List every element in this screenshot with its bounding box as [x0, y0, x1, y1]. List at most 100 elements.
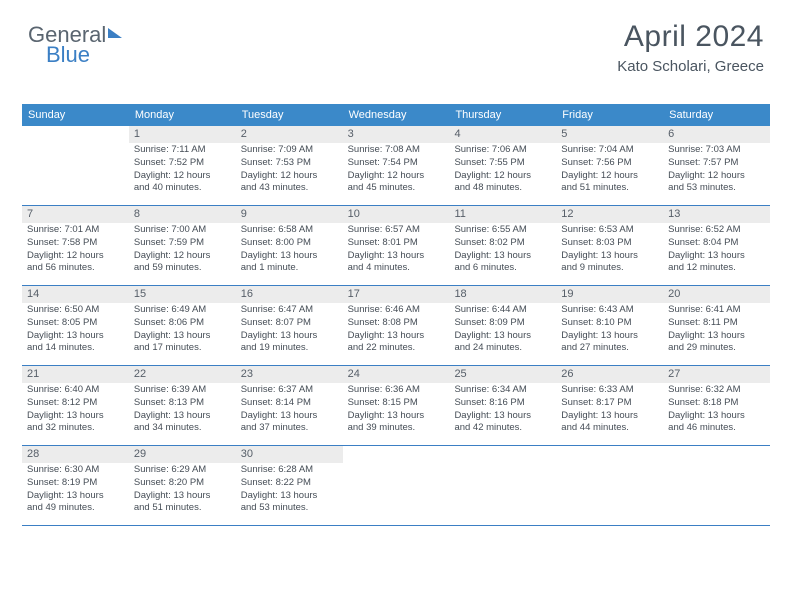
sunset-text: Sunset: 8:03 PM [560, 237, 659, 250]
calendar-day-cell: Sunrise: 6:49 AMSunset: 8:06 PMDaylight:… [129, 303, 236, 365]
calendar: Sunday Monday Tuesday Wednesday Thursday… [22, 104, 770, 526]
calendar-day-cell: Sunrise: 6:43 AMSunset: 8:10 PMDaylight:… [556, 303, 663, 365]
calendar-daynum-cell: 27 [663, 366, 770, 383]
daylight-line2: and 14 minutes. [26, 342, 125, 355]
calendar-blank-cell [663, 463, 770, 525]
daylight-line1: Daylight: 12 hours [133, 170, 232, 183]
calendar-day-cell: Sunrise: 7:04 AMSunset: 7:56 PMDaylight:… [556, 143, 663, 205]
sunset-text: Sunset: 8:14 PM [240, 397, 339, 410]
logo-word2: Blue [46, 44, 122, 66]
calendar-daynum-cell: 4 [449, 126, 556, 143]
calendar-day-cell: Sunrise: 6:47 AMSunset: 8:07 PMDaylight:… [236, 303, 343, 365]
day-number: 11 [453, 208, 552, 220]
sunset-text: Sunset: 7:59 PM [133, 237, 232, 250]
calendar-day-cell: Sunrise: 6:58 AMSunset: 8:00 PMDaylight:… [236, 223, 343, 285]
daylight-line1: Daylight: 13 hours [133, 410, 232, 423]
calendar-blank-cell [343, 446, 450, 463]
daylight-line2: and 48 minutes. [453, 182, 552, 195]
sunrise-text: Sunrise: 7:11 AM [133, 144, 232, 157]
daylight-line2: and 29 minutes. [667, 342, 766, 355]
daylight-line1: Daylight: 13 hours [347, 410, 446, 423]
sunrise-text: Sunrise: 6:47 AM [240, 304, 339, 317]
sunset-text: Sunset: 8:10 PM [560, 317, 659, 330]
sunset-text: Sunset: 7:52 PM [133, 157, 232, 170]
calendar-daynum-cell: 16 [236, 286, 343, 303]
weekday-header: Tuesday [236, 104, 343, 126]
calendar-daynum-cell: 1 [129, 126, 236, 143]
daylight-line2: and 34 minutes. [133, 422, 232, 435]
calendar-day-cell: Sunrise: 6:32 AMSunset: 8:18 PMDaylight:… [663, 383, 770, 445]
calendar-day-cell: Sunrise: 7:09 AMSunset: 7:53 PMDaylight:… [236, 143, 343, 205]
location-label: Kato Scholari, Greece [617, 58, 764, 75]
daylight-line1: Daylight: 13 hours [453, 330, 552, 343]
daylight-line2: and 40 minutes. [133, 182, 232, 195]
day-number: 6 [667, 128, 766, 140]
sunrise-text: Sunrise: 6:57 AM [347, 224, 446, 237]
calendar-daynum-cell: 22 [129, 366, 236, 383]
sunset-text: Sunset: 8:20 PM [133, 477, 232, 490]
calendar-day-cell: Sunrise: 6:44 AMSunset: 8:09 PMDaylight:… [449, 303, 556, 365]
logo-triangle-icon [108, 28, 122, 38]
calendar-day-cell: Sunrise: 6:40 AMSunset: 8:12 PMDaylight:… [22, 383, 129, 445]
sunrise-text: Sunrise: 6:29 AM [133, 464, 232, 477]
weekday-header: Sunday [22, 104, 129, 126]
day-number: 5 [560, 128, 659, 140]
daylight-line1: Daylight: 13 hours [453, 410, 552, 423]
daylight-line1: Daylight: 13 hours [453, 250, 552, 263]
day-number: 12 [560, 208, 659, 220]
sunset-text: Sunset: 8:05 PM [26, 317, 125, 330]
calendar-day-cell: Sunrise: 6:28 AMSunset: 8:22 PMDaylight:… [236, 463, 343, 525]
daylight-line2: and 45 minutes. [347, 182, 446, 195]
sunrise-text: Sunrise: 6:49 AM [133, 304, 232, 317]
daylight-line1: Daylight: 13 hours [240, 490, 339, 503]
calendar-header-row: Sunday Monday Tuesday Wednesday Thursday… [22, 104, 770, 126]
calendar-body: 123456Sunrise: 7:11 AMSunset: 7:52 PMDay… [22, 126, 770, 526]
daylight-line2: and 22 minutes. [347, 342, 446, 355]
calendar-blank-cell [556, 463, 663, 525]
day-number: 25 [453, 368, 552, 380]
day-number: 8 [133, 208, 232, 220]
calendar-blank-cell [556, 446, 663, 463]
day-number: 13 [667, 208, 766, 220]
calendar-week-row: Sunrise: 6:30 AMSunset: 8:19 PMDaylight:… [22, 463, 770, 526]
daylight-line1: Daylight: 13 hours [26, 490, 125, 503]
daylight-line2: and 49 minutes. [26, 502, 125, 515]
sunset-text: Sunset: 8:11 PM [667, 317, 766, 330]
sunset-text: Sunset: 8:00 PM [240, 237, 339, 250]
sunrise-text: Sunrise: 6:53 AM [560, 224, 659, 237]
day-number: 3 [347, 128, 446, 140]
day-number: 27 [667, 368, 766, 380]
calendar-daynum-cell: 10 [343, 206, 450, 223]
daylight-line1: Daylight: 12 hours [347, 170, 446, 183]
weekday-header: Wednesday [343, 104, 450, 126]
day-number: 29 [133, 448, 232, 460]
daylight-line1: Daylight: 13 hours [560, 330, 659, 343]
calendar-day-cell: Sunrise: 6:39 AMSunset: 8:13 PMDaylight:… [129, 383, 236, 445]
daylight-line2: and 37 minutes. [240, 422, 339, 435]
daylight-line1: Daylight: 13 hours [560, 410, 659, 423]
daylight-line1: Daylight: 13 hours [26, 330, 125, 343]
daylight-line1: Daylight: 12 hours [133, 250, 232, 263]
daylight-line1: Daylight: 13 hours [560, 250, 659, 263]
sunset-text: Sunset: 7:58 PM [26, 237, 125, 250]
sunrise-text: Sunrise: 7:08 AM [347, 144, 446, 157]
weekday-header: Saturday [663, 104, 770, 126]
sunrise-text: Sunrise: 6:34 AM [453, 384, 552, 397]
daylight-line2: and 39 minutes. [347, 422, 446, 435]
day-number: 19 [560, 288, 659, 300]
calendar-daynum-row: 14151617181920 [22, 286, 770, 303]
calendar-blank-cell [449, 463, 556, 525]
calendar-day-cell: Sunrise: 6:57 AMSunset: 8:01 PMDaylight:… [343, 223, 450, 285]
daylight-line1: Daylight: 13 hours [667, 410, 766, 423]
calendar-day-cell: Sunrise: 7:06 AMSunset: 7:55 PMDaylight:… [449, 143, 556, 205]
calendar-daynum-cell: 7 [22, 206, 129, 223]
sunrise-text: Sunrise: 6:41 AM [667, 304, 766, 317]
day-number: 21 [26, 368, 125, 380]
daylight-line2: and 51 minutes. [560, 182, 659, 195]
sunset-text: Sunset: 7:53 PM [240, 157, 339, 170]
calendar-week-row: Sunrise: 6:50 AMSunset: 8:05 PMDaylight:… [22, 303, 770, 366]
day-number: 22 [133, 368, 232, 380]
calendar-week-row: Sunrise: 7:01 AMSunset: 7:58 PMDaylight:… [22, 223, 770, 286]
sunset-text: Sunset: 8:08 PM [347, 317, 446, 330]
calendar-daynum-cell: 15 [129, 286, 236, 303]
